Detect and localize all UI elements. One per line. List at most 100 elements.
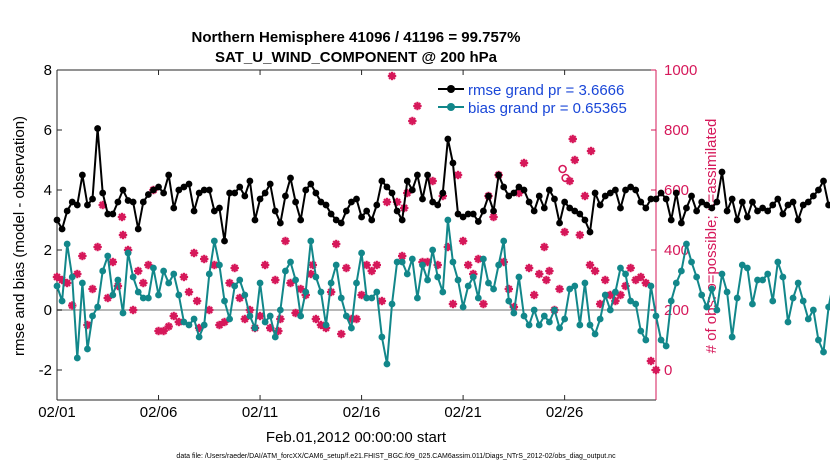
y2-axis-label: # of obs: o=possible; ×=assimilated (703, 119, 720, 354)
bias-data-point (414, 294, 421, 302)
bias-data-point (216, 261, 223, 269)
rmse-data-point (348, 198, 355, 206)
rmse-data-point (89, 195, 96, 203)
rmse-data-point (789, 198, 797, 206)
bias-data-point (480, 255, 487, 263)
bias-data-point (606, 306, 614, 314)
bias-data-point (144, 294, 152, 302)
assimilated-obs-marker (479, 299, 488, 309)
bias-data-point (728, 333, 736, 341)
assimilated-obs-marker (342, 263, 351, 273)
bias-data-point (124, 249, 132, 257)
rmse-data-point (622, 186, 629, 194)
rmse-data-point (358, 213, 365, 221)
rmse-data-point (337, 219, 345, 227)
rmse-data-point (144, 191, 152, 198)
bias-data-point (226, 315, 233, 323)
bias-data-point (403, 270, 411, 278)
bias-data-point (266, 312, 274, 320)
bias-data-point (99, 267, 107, 275)
bias-data-point (449, 258, 457, 266)
possible-obs-marker (558, 164, 567, 174)
rmse-data-point (469, 210, 477, 218)
rmse-data-point (205, 186, 213, 194)
bias-data-point (469, 273, 477, 281)
rmse-data-point (804, 198, 812, 206)
bias-data-point (677, 267, 685, 275)
bias-series-line (56, 219, 830, 365)
bias-data-point (632, 300, 640, 308)
bias-data-point (302, 288, 310, 296)
rmse-data-point (606, 189, 614, 197)
bias-data-point (373, 288, 381, 296)
bias-data-point (129, 273, 137, 281)
bias-data-point (256, 279, 264, 287)
assimilated-obs-marker (169, 311, 178, 321)
rmse-data-point (302, 186, 310, 194)
bias-data-point (221, 297, 228, 305)
bias-data-point (114, 276, 122, 284)
bias-data-point (317, 288, 325, 296)
rmse-data-point (525, 198, 533, 206)
rmse-data-point (454, 210, 462, 218)
chart-title-line1: Northern Hemisphere 41096 / 41196 = 99.7… (192, 29, 521, 46)
bias-data-point (545, 318, 553, 326)
bias-data-point (307, 237, 315, 245)
assimilated-obs-marker (139, 278, 148, 288)
rmse-data-point (165, 171, 173, 179)
bias-data-point (708, 285, 716, 293)
bias-data-point (195, 333, 203, 341)
bias-data-point (551, 306, 558, 314)
bias-data-point (160, 267, 168, 275)
rmse-data-point (764, 207, 772, 215)
data-file-footnote: data file: /Users/raeder/DAI/ATM_forcXX/… (176, 453, 616, 460)
rmse-data-point (383, 183, 391, 191)
rmse-data-point (246, 177, 254, 185)
legend-bias-label: bias grand pr = 0.65365 (468, 100, 627, 117)
assimilated-obs-marker (331, 239, 341, 249)
bias-data-point (576, 321, 584, 329)
y-axis-label: rmse and bias (model - observation) (11, 116, 28, 356)
bias-data-point (815, 336, 822, 344)
rmse-data-point (733, 216, 741, 224)
bias-data-point (510, 309, 518, 317)
assimilated-obs-marker (281, 236, 290, 246)
x-tick-label: 02/26 (546, 404, 584, 421)
x-tick-label: 02/16 (343, 404, 381, 421)
rmse-data-point (769, 201, 777, 209)
rmse-data-point (282, 192, 289, 200)
assimilated-obs-marker (164, 322, 173, 331)
assimilated-obs-marker (367, 266, 376, 276)
y2-tick-label: 0 (664, 362, 672, 379)
bias-data-point (794, 279, 802, 287)
assimilated-obs-marker (555, 284, 564, 294)
bias-data-point (759, 276, 767, 284)
rmse-data-point (535, 192, 543, 200)
rmse-data-point (353, 195, 360, 203)
bias-data-point (205, 270, 213, 278)
rmse-data-point (611, 186, 619, 194)
rmse-data-point (703, 201, 711, 209)
bias-data-point (596, 315, 604, 323)
bias-data-point (287, 258, 294, 266)
x-tick-label: 02/11 (242, 404, 278, 421)
series-marks (53, 125, 830, 368)
bias-data-point (530, 306, 538, 314)
bias-data-point (292, 276, 299, 284)
rmse-data-point (236, 183, 244, 191)
bias-data-point (525, 321, 533, 329)
bias-data-point (662, 342, 670, 350)
bias-data-point (459, 303, 467, 311)
assimilated-obs-marker (453, 170, 463, 180)
bias-data-point (231, 282, 239, 290)
rmse-data-point (490, 207, 497, 215)
y-axis-left: -2 0 2 4 6 8 (39, 62, 62, 379)
rmse-data-point (754, 207, 761, 215)
assimilated-obs-marker (62, 278, 72, 288)
assimilated-obs-marker (540, 242, 549, 252)
legend-rmse-marker (447, 85, 455, 93)
assimilated-obs-marker (448, 299, 458, 309)
bias-data-point (353, 279, 360, 287)
rmse-data-point (667, 216, 675, 224)
bias-data-point (825, 303, 830, 311)
